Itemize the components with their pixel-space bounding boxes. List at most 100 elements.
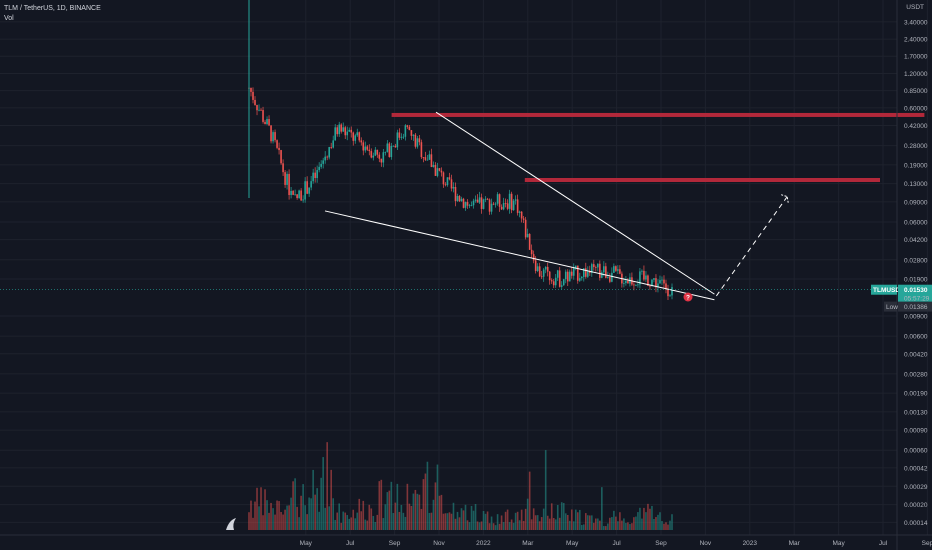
price-tick-label: 0.00280	[904, 371, 928, 378]
volume-bar	[288, 505, 290, 530]
candle-body	[480, 197, 483, 209]
chart-legend: TLM / TetherUS, 1D, BINANCE Vol	[4, 4, 101, 24]
candle-body	[641, 270, 643, 272]
volume-bar	[366, 520, 369, 530]
candle-body	[268, 119, 270, 126]
volume-bar	[633, 517, 635, 530]
drawings-layer: ?	[0, 111, 925, 302]
volume-bar	[256, 487, 258, 530]
last-price-value: 0.01530	[904, 287, 928, 294]
volume-bar	[671, 514, 673, 530]
candle-body	[478, 197, 481, 203]
volume-bar	[466, 520, 469, 530]
candle-body	[374, 149, 377, 156]
volume-bar	[418, 494, 421, 530]
volume-bar	[342, 511, 345, 530]
candle-body	[645, 275, 647, 280]
volume-bar	[582, 524, 585, 530]
volume-bar	[430, 512, 433, 530]
candle-body	[564, 271, 567, 280]
volume-bar	[452, 502, 455, 530]
candle-body	[280, 150, 282, 164]
volume-bar	[593, 522, 595, 530]
volume-bar	[508, 522, 511, 530]
candle-body	[633, 284, 635, 286]
candle-body	[514, 199, 517, 201]
volume-bar	[524, 508, 527, 530]
candle-body	[464, 202, 467, 208]
candle-body	[272, 132, 274, 142]
volume-bar	[280, 511, 282, 530]
volume-bar	[248, 512, 250, 530]
candle-body	[663, 279, 665, 284]
volume-bar	[260, 487, 262, 530]
volume-bar	[270, 502, 272, 530]
candle-body	[607, 277, 609, 278]
volume-bar	[272, 508, 274, 530]
candle-body	[466, 202, 469, 206]
low-label-box	[884, 301, 897, 312]
volume-bar	[514, 512, 517, 530]
candle-body	[518, 211, 521, 213]
volume-bar	[587, 515, 589, 530]
volume-bar	[328, 506, 330, 530]
time-tick-label: Mar	[789, 540, 801, 547]
candle-body	[595, 267, 597, 268]
volume-bar	[450, 513, 453, 530]
candle-body	[254, 99, 256, 106]
volume-bar	[426, 461, 429, 530]
time-tick-label: May	[300, 540, 313, 547]
time-tick-label: Mar	[522, 540, 534, 547]
candle-body	[488, 199, 491, 212]
volume-bar	[364, 519, 367, 530]
candle-body	[576, 265, 579, 281]
candle-body	[410, 130, 413, 136]
price-tick-label: 1.20000	[904, 71, 928, 78]
candle-body	[468, 205, 471, 207]
price-tick-label: 0.00190	[904, 391, 928, 398]
volume-bar	[492, 523, 495, 530]
candle-body	[605, 266, 607, 278]
candle-body	[552, 281, 555, 286]
volume-bar	[574, 509, 577, 530]
candle-body	[384, 151, 387, 153]
volume-bar	[274, 514, 276, 530]
volume-bar	[352, 509, 355, 530]
price-tick-label: 0.13000	[904, 181, 928, 188]
volume-bar	[607, 523, 609, 530]
volume-bar	[532, 508, 535, 530]
volume-bar	[264, 489, 266, 530]
low-label: Low	[886, 304, 898, 311]
volume-bar	[623, 518, 625, 530]
candle-body	[516, 199, 519, 213]
candle-body	[418, 138, 421, 143]
candle-body	[264, 121, 266, 125]
candle-body	[603, 266, 605, 273]
candle-body	[404, 125, 407, 137]
volume-bar	[627, 522, 629, 530]
candle-body	[294, 194, 296, 196]
candle-body	[424, 157, 427, 160]
candlestick-series	[248, 0, 673, 300]
price-tick-label: 0.00014	[904, 520, 928, 527]
candle-body	[380, 158, 383, 163]
candle-body	[538, 266, 541, 277]
candle-body	[286, 173, 288, 185]
candle-body	[378, 154, 381, 159]
candle-body	[496, 194, 499, 204]
candle-body	[362, 142, 365, 151]
volume-bar	[382, 518, 385, 530]
price-tick-label: 0.42000	[904, 123, 928, 130]
candle-body	[370, 151, 373, 158]
volume-bar	[641, 518, 643, 530]
candle-body	[258, 109, 260, 111]
symbol-tag-box	[871, 284, 897, 295]
volume-bar	[591, 515, 593, 530]
volume-bar	[332, 498, 334, 530]
candle-body	[486, 198, 489, 200]
candle-body	[392, 145, 395, 147]
volume-bar	[472, 510, 475, 530]
volume-bar	[605, 526, 607, 530]
volume-bar	[334, 519, 337, 530]
